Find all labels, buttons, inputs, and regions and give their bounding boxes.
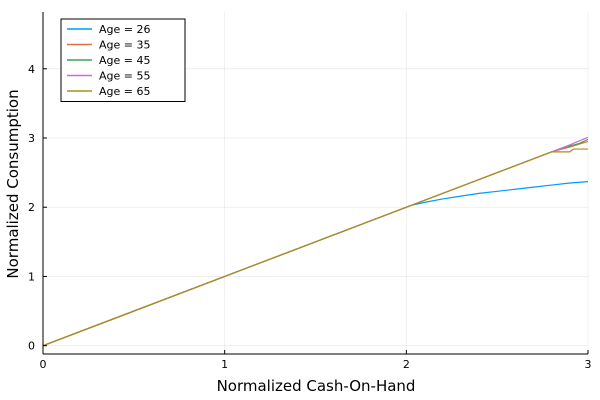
grid <box>42 12 589 354</box>
x-axis-label: Normalized Cash-On-Hand <box>217 377 416 395</box>
legend: Age = 26 Age = 35 Age = 45 Age = 55 Age = 65 <box>60 18 186 102</box>
x-tick-label-3: 3 <box>585 358 592 371</box>
legend-entry-3: Age = 45 <box>99 54 150 67</box>
series-line-1 <box>42 181 589 347</box>
y-tick-label-4: 4 <box>28 63 35 76</box>
x-tick-label-2: 2 <box>403 358 410 371</box>
tick-labels: 0 1 2 3 0 1 2 3 4 <box>28 63 592 371</box>
x-tick-label-1: 1 <box>221 358 228 371</box>
y-tick-label-0: 0 <box>28 340 35 353</box>
series-line-5 <box>42 148 588 347</box>
series-layer <box>42 136 589 347</box>
y-axis-label: Normalized Consumption <box>4 89 22 278</box>
y-tick-label-1: 1 <box>28 270 35 283</box>
y-tick-label-2: 2 <box>28 201 35 214</box>
legend-entry-4: Age = 55 <box>99 70 150 83</box>
legend-entry-5: Age = 65 <box>99 85 150 98</box>
axes <box>42 12 589 355</box>
legend-entry-2: Age = 35 <box>99 39 150 52</box>
x-tick-label-0: 0 <box>40 358 47 371</box>
y-tick-label-3: 3 <box>28 132 35 145</box>
legend-entry-1: Age = 26 <box>99 23 150 36</box>
